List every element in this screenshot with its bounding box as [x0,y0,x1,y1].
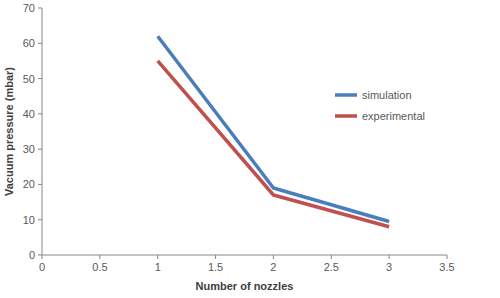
x-tick-label: 1.5 [208,261,223,273]
x-tick [447,255,448,259]
y-axis-title: Vacuum pressure (mbar) [3,67,15,196]
chart-svg: 0 10 20 30 40 50 60 70 0 0.5 1 1.5 2 2.5 3 3.5 Number of… [0,0,500,298]
plot-area [158,36,389,227]
y-tick-label: 20 [23,178,35,190]
x-tick [389,255,390,259]
y-axis-line [42,8,43,255]
x-tick-label: 3 [386,261,392,273]
x-tick [157,255,158,259]
y-tick [38,149,42,150]
y-tick-label: 30 [23,143,35,155]
chart-container: 0 10 20 30 40 50 60 70 0 0.5 1 1.5 2 2.5 3 3.5 Number of… [0,0,500,298]
y-tick-label: 70 [23,2,35,14]
y-tick [38,8,42,9]
legend-label: experimental [362,110,425,122]
legend-label: simulation [362,89,412,101]
x-axis-line [42,255,447,256]
x-tick [42,255,43,259]
y-tick-label: 10 [23,214,35,226]
y-tick [38,219,42,220]
x-tick-label: 0 [39,261,45,273]
x-tick [331,255,332,259]
x-tick [99,255,100,259]
x-tick-label: 2.5 [324,261,339,273]
y-tick [38,184,42,185]
x-tick-label: 2 [270,261,276,273]
y-tick-label: 40 [23,108,35,120]
x-tick [273,255,274,259]
y-tick [38,255,42,256]
x-tick-label: 1 [155,261,161,273]
legend-swatch [335,93,357,97]
y-tick [38,78,42,79]
y-tick [38,43,42,44]
y-tick-label: 50 [23,73,35,85]
x-tick [215,255,216,259]
x-tick-label: 0.5 [92,261,107,273]
legend-swatch [335,114,357,118]
y-tick-label: 0 [29,249,35,261]
background [0,0,500,298]
series-line [158,61,389,227]
x-tick-label: 3.5 [439,261,454,273]
y-tick-label: 60 [23,37,35,49]
y-tick [38,113,42,114]
x-axis-title: Number of nozzles [196,280,294,292]
